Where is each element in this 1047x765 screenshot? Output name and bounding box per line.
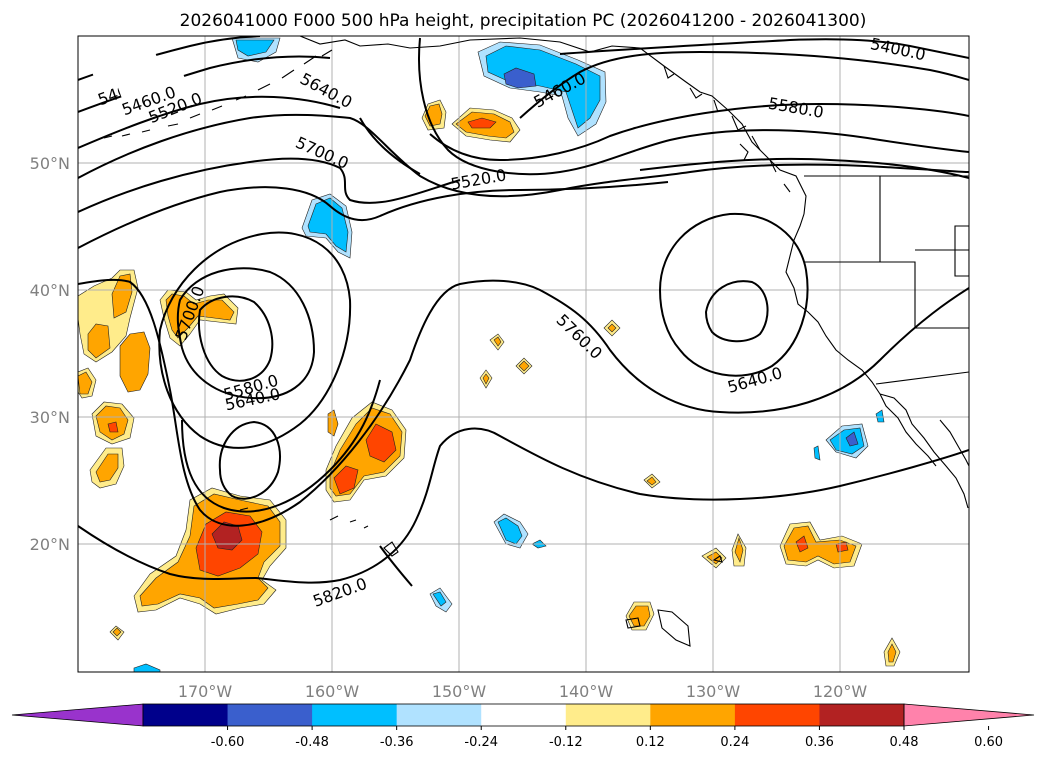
colorbar-cell xyxy=(143,704,229,726)
contour-5700-north xyxy=(359,117,421,175)
colorbar-tick-label: 0.60 xyxy=(974,735,1003,750)
precip-area xyxy=(95,453,119,483)
precip-area xyxy=(887,643,897,663)
graticule xyxy=(78,36,969,672)
lat-label: 50°N xyxy=(30,154,70,173)
lon-label: 170°W xyxy=(178,682,233,701)
precip-area xyxy=(628,605,651,627)
precip-area xyxy=(646,476,657,486)
state-border xyxy=(804,175,969,385)
contour-5820-tail xyxy=(379,545,413,587)
colorbar-cells xyxy=(143,704,905,726)
colorbar-extend-max xyxy=(903,703,1035,727)
coastlines xyxy=(103,36,969,647)
contour-5760 xyxy=(78,278,969,527)
colorbar: -0.60 -0.48 -0.36 -0.24 -0.12 0.12 0.24 0.36 0.4… xyxy=(11,703,1035,750)
precip-area xyxy=(482,373,490,385)
colorbar-tick-label: -0.48 xyxy=(295,735,329,750)
contour-5700 xyxy=(78,181,669,249)
precip-area xyxy=(467,117,497,129)
height-contours xyxy=(78,36,969,587)
colorbar-tick-label: 0.24 xyxy=(720,735,749,750)
precip-area xyxy=(607,323,617,333)
colorbar-tick-label: 0.12 xyxy=(636,735,665,750)
lon-label: 130°W xyxy=(686,682,741,701)
contour-5460 xyxy=(78,50,969,119)
lon-label: 120°W xyxy=(813,682,868,701)
colorbar-cell xyxy=(650,704,736,726)
colorbar-cell xyxy=(819,704,905,726)
precip-area xyxy=(783,525,857,565)
precip-area xyxy=(493,336,502,347)
map-area: 5400.0 5460.0 5520.0 5640.0 5700.0 5520.… xyxy=(78,36,969,672)
lon-label: 140°W xyxy=(559,682,614,701)
precip-area xyxy=(497,517,523,545)
mexico-coast xyxy=(939,419,969,467)
colorbar-outline xyxy=(142,703,905,727)
contour-5700-low xyxy=(158,231,352,449)
precip-area xyxy=(112,627,122,637)
lon-label: 150°W xyxy=(432,682,487,701)
contour-5820 xyxy=(78,427,969,584)
colorbar-cell xyxy=(481,704,567,726)
colorbar-cell xyxy=(227,704,313,726)
precip-area xyxy=(111,273,133,319)
precip-area xyxy=(87,323,111,359)
precip-area xyxy=(211,521,243,551)
colorbar-cell xyxy=(734,704,820,726)
contour-5400-east xyxy=(559,38,969,59)
precip-area xyxy=(107,421,119,433)
map-title: 2026041000 F000 500 hPa height, precipit… xyxy=(180,11,867,31)
hawaii-islands xyxy=(625,555,723,647)
lat-label: 40°N xyxy=(30,281,70,300)
colorbar-tick-label: -0.24 xyxy=(464,735,498,750)
precip-area xyxy=(875,409,885,423)
baja-california xyxy=(879,393,969,509)
longitude-labels: 170°W 160°W 150°W 140°W 130°W 120°W xyxy=(178,682,868,701)
precip-area xyxy=(432,591,447,607)
precip-area xyxy=(503,67,537,89)
precip-area xyxy=(119,331,151,393)
map-frame xyxy=(77,35,970,673)
colorbar-tick-label: -0.60 xyxy=(211,735,245,750)
contour-5580 xyxy=(78,113,969,198)
precip-area xyxy=(235,39,275,57)
precip-area xyxy=(133,663,161,672)
contour-5520 xyxy=(78,95,969,162)
colorbar-tick-label: 0.36 xyxy=(805,735,834,750)
contour-5640-low-south xyxy=(218,420,281,500)
lat-label: 30°N xyxy=(30,408,70,427)
colorbar-cell xyxy=(396,704,482,726)
contour-5520-trough xyxy=(418,37,969,176)
contour-5640-high xyxy=(704,280,769,343)
lat-label: 20°N xyxy=(30,535,70,554)
contour-5580-low xyxy=(198,295,274,382)
colorbar-cell xyxy=(565,704,651,726)
precip-area xyxy=(333,465,359,495)
latitude-labels: 50°N 40°N 30°N 20°N xyxy=(30,154,70,554)
precip-area xyxy=(813,445,821,461)
colorbar-tick-label: 0.48 xyxy=(890,735,919,750)
contour-5700-south xyxy=(181,379,381,513)
precip-area xyxy=(845,431,859,447)
colorbar-ticks: -0.60 -0.48 -0.36 -0.24 -0.12 0.12 0.24 0.36 0.4… xyxy=(211,726,1003,750)
precip-area xyxy=(829,427,865,455)
precip-negative-areas xyxy=(133,37,885,672)
contour-5640 xyxy=(78,157,969,213)
precip-area xyxy=(518,360,530,372)
precip-area xyxy=(78,371,93,395)
contour-5700-high xyxy=(658,212,809,377)
small-islands xyxy=(239,507,399,557)
us-west-coast xyxy=(785,213,881,395)
colorbar-tick-label: -0.12 xyxy=(549,735,583,750)
contour-5640-low xyxy=(176,267,316,400)
colorbar-tick-label: -0.36 xyxy=(380,735,414,750)
lon-label: 160°W xyxy=(305,682,360,701)
colorbar-cell xyxy=(312,704,398,726)
precip-area xyxy=(365,423,397,463)
colorbar-extend-min xyxy=(11,703,144,727)
